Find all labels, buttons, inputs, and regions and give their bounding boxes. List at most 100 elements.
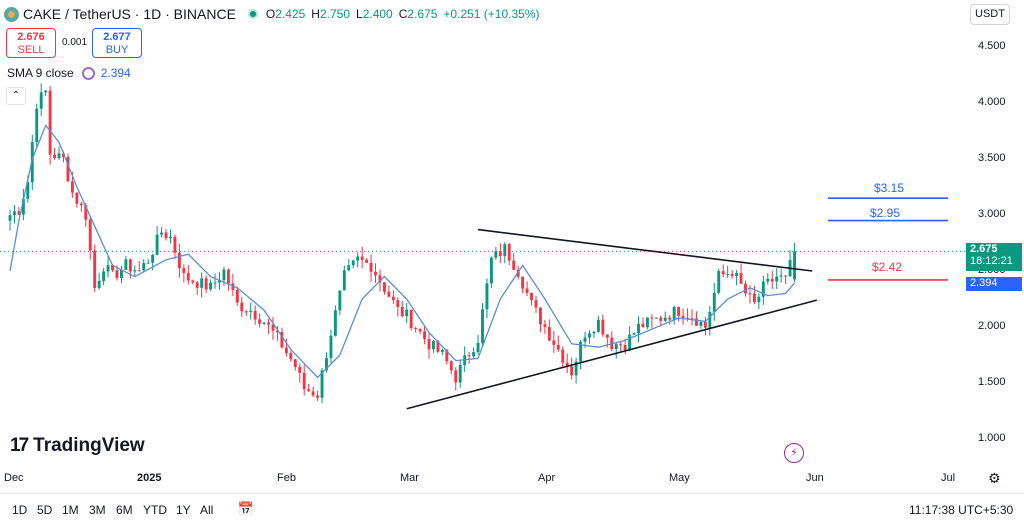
candle [133, 265, 137, 278]
candle [703, 316, 707, 336]
range-button[interactable]: 1D [12, 503, 28, 517]
candle-body [13, 211, 16, 216]
candle-body [106, 265, 110, 272]
clock-display[interactable]: 11:17:38 UTC+5:30 [909, 503, 1014, 517]
sell-button[interactable]: 2.676 SELL [6, 28, 56, 58]
candle-body [391, 296, 395, 301]
range-button[interactable]: 1M [62, 503, 79, 517]
candle-body [160, 232, 164, 235]
candle-body [623, 344, 627, 351]
range-button[interactable]: 5D [37, 503, 53, 517]
calendar-icon[interactable]: 📅 [237, 501, 255, 516]
candle [88, 216, 92, 260]
candle-body [244, 311, 248, 313]
candle [382, 282, 386, 295]
range-button[interactable]: YTD [143, 503, 167, 517]
range-button[interactable]: 1Y [176, 503, 191, 517]
range-button[interactable]: 3M [89, 503, 106, 517]
candle-body [329, 335, 333, 359]
candle [333, 305, 337, 337]
candle-body [218, 280, 221, 283]
candle-body [757, 296, 761, 303]
tradingview-logo[interactable]: 17 TradingView [10, 435, 145, 457]
y-tick: 4.500 [978, 40, 1006, 52]
candle-body [427, 338, 431, 350]
open-label: O [265, 7, 276, 21]
candle-body [414, 328, 418, 330]
candle-body [35, 108, 39, 143]
candle [730, 270, 734, 279]
spread-value: 0.001 [62, 37, 88, 48]
candle [338, 290, 342, 316]
candle [770, 270, 774, 290]
candle-body [690, 318, 694, 320]
currency-button[interactable]: USDT [970, 4, 1010, 25]
candle-body [356, 256, 360, 261]
x-tick: May [669, 472, 690, 484]
candle [739, 263, 743, 284]
candle-body [547, 327, 551, 341]
candle-body [730, 273, 734, 277]
candle [418, 328, 422, 335]
candle [449, 360, 453, 375]
candle-body [793, 251, 796, 280]
candle-body [489, 257, 493, 284]
candle [659, 315, 663, 327]
candle [142, 259, 146, 273]
settings-gear-icon[interactable]: ⚙ [988, 470, 1001, 486]
y-tick: 1.000 [978, 432, 1006, 444]
candle-body [311, 391, 315, 396]
range-button[interactable]: All [200, 503, 214, 517]
candle-body [293, 359, 297, 368]
candle [44, 90, 48, 97]
candle [512, 252, 516, 271]
candle [690, 309, 694, 326]
candle-body [405, 309, 409, 317]
candle-body [543, 324, 547, 328]
candle-body [449, 361, 453, 371]
sma-legend[interactable]: SMA 9 close 2.394 [7, 66, 131, 80]
candle-body [770, 278, 774, 282]
candle [561, 346, 565, 367]
candle [280, 327, 284, 349]
collapse-legend-button[interactable]: ⌃ [6, 87, 26, 105]
x-tick: Dec [4, 472, 24, 484]
candle [427, 333, 431, 359]
candle [766, 273, 770, 285]
candle [744, 280, 747, 297]
candle [588, 329, 591, 344]
candle [503, 242, 507, 264]
candle-body [137, 270, 141, 272]
lightning-icon[interactable]: ⚡ [784, 443, 804, 463]
candle [169, 229, 172, 244]
candle-body [409, 309, 413, 329]
candle [423, 326, 427, 345]
buy-price: 2.677 [103, 31, 131, 43]
candle-body [494, 251, 498, 258]
candle-body [677, 306, 681, 316]
candle-body [276, 330, 279, 333]
candle-body [253, 310, 257, 320]
candle [360, 246, 364, 269]
trendline-lower [406, 299, 818, 410]
candle-body [396, 300, 400, 308]
candle [391, 290, 395, 304]
candle [485, 278, 489, 319]
symbol-title[interactable]: CAKE / TetherUS · 1D · BINANCE [23, 6, 236, 22]
range-button[interactable]: 6M [116, 503, 133, 517]
candle [302, 364, 306, 396]
candle [173, 234, 177, 260]
x-tick: 2025 [137, 472, 162, 484]
open-value: 2.425 [275, 7, 306, 21]
candle-body [39, 92, 43, 109]
buy-button[interactable]: 2.677 BUY [92, 28, 142, 58]
candle-body [445, 349, 449, 362]
candle [298, 363, 302, 383]
candle-body [75, 192, 79, 204]
candle-body [151, 254, 155, 263]
candle [574, 357, 578, 384]
candle-body [191, 280, 195, 283]
candle [160, 227, 164, 238]
high-label: H [311, 7, 320, 21]
